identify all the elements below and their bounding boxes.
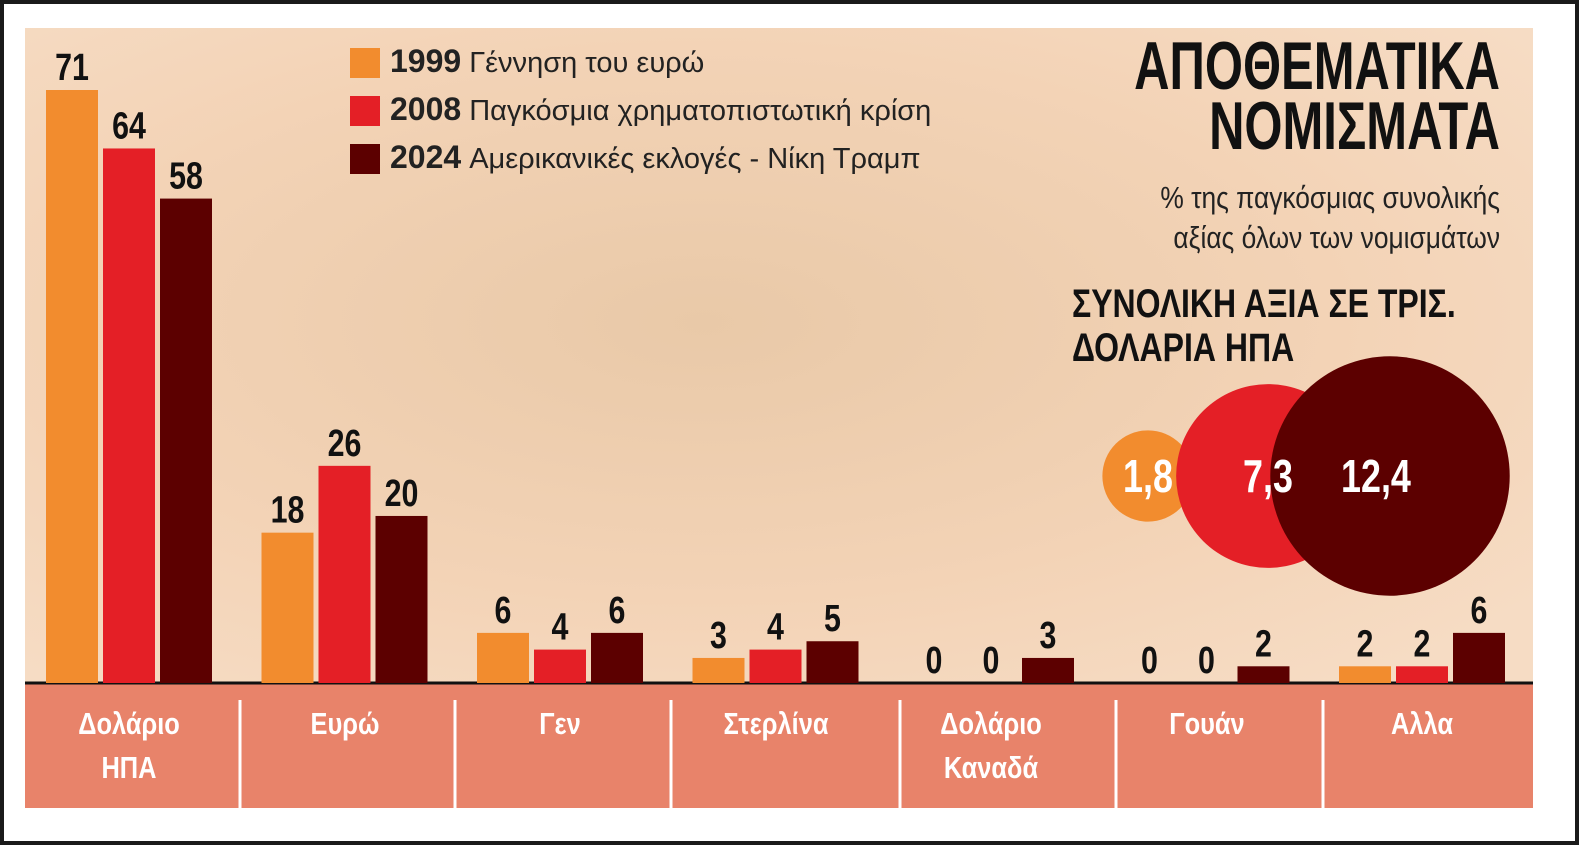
value-label: 6 [609,590,626,632]
bubble-label: 7,3 [1243,451,1293,502]
legend-entry: 1999 Γέννηση του ευρώ [390,43,704,80]
value-label: 6 [1471,590,1488,632]
bubble [1270,356,1510,596]
value-label: 64 [112,105,146,147]
legend-label: Αμερικανικές εκλογές - Νίκη Τραμπ [469,143,921,175]
value-label: 20 [385,473,419,515]
legend-label: Γέννηση του ευρώ [469,47,705,79]
x-tick-label: Γουάν [1168,706,1245,741]
title: ΑΠΟΘΕΜΑΤΙΚΑ ΝΟΜΙΣΜΑΤΑ [1134,28,1500,164]
bar [692,657,745,683]
bar [375,515,428,683]
bar [1339,666,1391,683]
bar [1396,666,1448,683]
bar [749,649,802,683]
bar [103,148,155,683]
bar [1022,657,1074,683]
bar [1453,632,1505,683]
legend-swatch [350,144,380,174]
x-tick-label: Ευρώ [310,706,379,741]
bar [591,632,643,683]
legend-year: 2024 [390,139,462,175]
bubble [1102,430,1194,522]
legend-year: 1999 [390,43,462,79]
x-tick-label: Δολάριο ΗΠΑ [78,706,180,785]
legend-label: Παγκόσμια χρηματοπιστωτική κρίση [469,95,932,127]
value-label: 0 [1198,640,1215,682]
bar [46,90,98,683]
bar [806,641,859,683]
value-label: 3 [710,615,727,657]
bubble-label: 12,4 [1341,451,1411,502]
bubble-title: ΣΥΝΟΛΙΚΗ ΑΞΙΑ ΣΕ ΤΡΙΣ. ΔΟΛΑΡΙΑ ΗΠΑ [1072,282,1456,370]
x-tick-label: Γεν [539,706,581,741]
value-label: 0 [1141,640,1158,682]
category-band [25,683,1533,808]
legend-entry: 2024 Αμερικανικές εκλογές - Νίκη Τραμπ [390,139,920,176]
value-label: 0 [926,640,943,682]
legend-swatch [350,96,380,126]
value-label: 2 [1414,623,1431,665]
x-tick-label: Αλλα [1391,706,1453,741]
bar [318,465,371,683]
value-label: 2 [1255,623,1272,665]
value-label: 5 [824,598,841,640]
value-label: 2 [1357,623,1374,665]
bar [477,632,529,683]
legend-entry: 2008 Παγκόσμια χρηματοπιστωτική κρίση [390,91,931,128]
subtitle: % της παγκόσμιας συνολικής αξίας όλων τω… [1160,180,1500,255]
value-label: 0 [983,640,1000,682]
separators [238,700,1325,808]
bar [1237,666,1290,683]
legend-swatch [350,48,380,78]
value-label: 4 [767,606,784,648]
bar [534,649,586,683]
value-label: 26 [328,423,362,465]
bar [160,198,212,684]
x-tick-label: Στερλίνα [723,706,828,741]
value-label: 3 [1040,615,1057,657]
bubble-label: 1,8 [1123,451,1173,502]
bar [261,532,314,683]
value-label: 58 [169,155,203,197]
value-label: 6 [495,590,512,632]
value-label: 4 [552,606,569,648]
legend-year: 2008 [390,91,462,127]
value-label: 18 [271,490,305,532]
x-tick-label: Δολάριο Καναδά [940,706,1042,785]
value-label: 71 [55,47,89,89]
